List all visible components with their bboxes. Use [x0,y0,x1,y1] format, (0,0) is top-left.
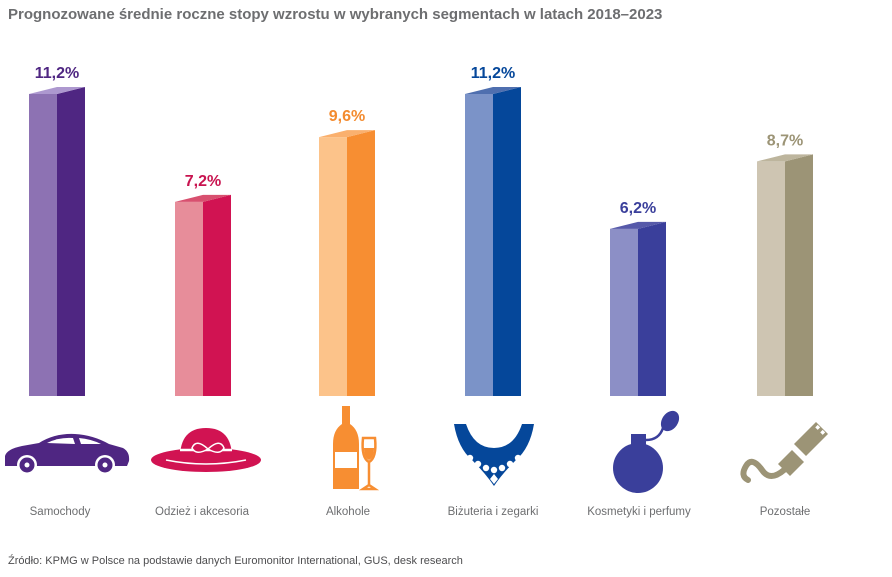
bar-front [319,137,347,396]
hat-icon [151,428,261,472]
bar-top [175,194,231,202]
bar-4 [465,87,521,396]
category-label: Biżuteria i zegarki [448,506,539,518]
bar-side [203,194,231,396]
car-icon [5,433,130,475]
bar-6 [757,154,813,396]
value-label: 6,2% [620,200,656,217]
bar-top [465,87,521,94]
bar-front [610,228,638,396]
category-label: Pozostałe [760,506,811,518]
source-note: Źródło: KPMG w Polsce na podstawie danyc… [8,555,463,567]
wine-bottle-icon [333,406,380,491]
category-label: Kosmetyki i perfumy [587,506,691,518]
bar-top [319,130,375,138]
category-label: Odzież i akcesoria [155,506,250,518]
bar-top [29,87,85,94]
bar-front [757,161,785,396]
bar-side [347,130,375,396]
bar-top [757,154,813,162]
value-label: 11,2% [471,65,515,82]
bar-side [493,87,521,396]
category-label: Alkohole [326,506,370,518]
usb-plug-icon [740,422,828,483]
bar-5 [610,221,666,396]
bar-front [29,94,57,396]
bar-front [175,201,203,396]
bar-2 [175,194,231,396]
bar-side [57,87,85,396]
chart-title: Prognozowane średnie roczne stopy wzrost… [8,6,663,23]
bar-side [785,154,813,396]
value-label: 11,2% [35,65,79,82]
value-label: 8,7% [767,132,803,149]
perfume-icon [613,410,680,493]
bar-side [638,221,666,396]
value-label: 9,6% [329,108,365,125]
necklace-icon [454,424,534,486]
value-label: 7,2% [185,173,221,190]
bar-top [610,221,666,229]
bar-1 [29,87,85,396]
category-label: Samochody [30,506,91,518]
bar-front [465,94,493,396]
bar-3 [319,130,375,396]
